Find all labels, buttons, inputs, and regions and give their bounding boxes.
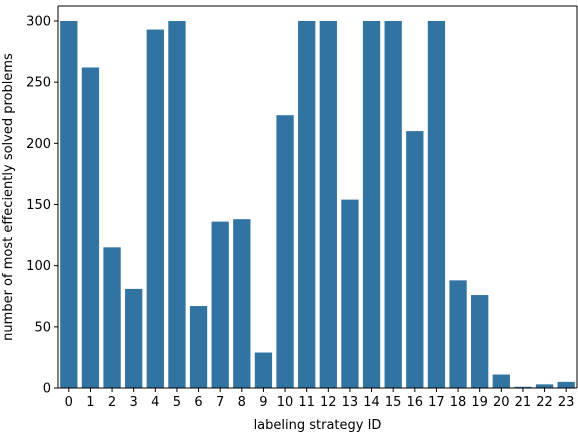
x-tick-label: 2	[108, 395, 116, 410]
bar-16	[406, 131, 424, 388]
x-tick-label: 19	[471, 395, 488, 410]
x-tick-label: 17	[428, 395, 445, 410]
bar-8	[233, 219, 251, 388]
bar-20	[492, 374, 510, 388]
bar-17	[427, 21, 446, 388]
x-tick-label: 3	[130, 395, 138, 410]
bar-13	[341, 199, 359, 388]
bar-15	[384, 21, 402, 388]
x-tick-label: 1	[86, 395, 94, 410]
x-tick-label: 0	[65, 395, 73, 410]
bar-19	[471, 295, 489, 388]
x-tick-label: 9	[259, 395, 267, 410]
x-tick-label: 5	[173, 395, 181, 410]
bar-6	[189, 306, 208, 388]
bar-1	[81, 67, 100, 389]
y-tick-label: 100	[26, 259, 51, 274]
x-ticks: 0 1 2 3 4 5 6 7 8 9 10 11 12 13 14 15 16 17 18 19 20 21 22 23	[65, 388, 575, 410]
x-tick-label: 18	[450, 395, 467, 410]
x-tick-label: 14	[363, 395, 380, 410]
x-tick-label: 21	[515, 395, 532, 410]
x-tick-label: 12	[320, 395, 337, 410]
y-ticks: 0 50 100 150 200 250 300	[26, 15, 58, 397]
x-tick-label: 10	[277, 395, 294, 410]
y-tick-label: 200	[26, 137, 51, 152]
x-axis-label: labeling strategy ID	[254, 418, 382, 433]
bar-14	[362, 21, 381, 388]
y-tick-label: 0	[43, 382, 51, 397]
y-tick-label: 150	[26, 198, 51, 213]
bar-5	[168, 21, 186, 388]
x-tick-label: 13	[342, 395, 359, 410]
bar-18	[449, 280, 467, 388]
axes-layer	[57, 5, 578, 389]
bar-22	[535, 384, 554, 388]
bar-7	[211, 221, 229, 388]
x-tick-label: 15	[385, 395, 402, 410]
y-tick-label: 300	[26, 15, 51, 30]
y-tick-label: 250	[26, 76, 51, 91]
bar-3	[125, 288, 143, 388]
x-tick-label: 20	[493, 395, 510, 410]
bar-0	[60, 21, 78, 388]
bar-11	[298, 21, 316, 388]
bar-21	[514, 386, 532, 388]
x-tick-label: 8	[238, 395, 246, 410]
x-tick-label: 16	[407, 395, 424, 410]
bars-layer	[60, 21, 575, 389]
bar-2	[103, 247, 121, 388]
x-tick-label: 23	[558, 395, 575, 410]
x-tick-label: 11	[298, 395, 315, 410]
bar-10	[276, 115, 294, 388]
x-tick-label: 7	[216, 395, 224, 410]
x-tick-label: 22	[536, 395, 553, 410]
bar-4	[146, 29, 164, 389]
x-tick-label: 6	[194, 395, 202, 410]
bar-12	[319, 21, 337, 388]
y-axis-label: number of most effeciently solved proble…	[1, 53, 16, 341]
bar-23	[557, 381, 575, 388]
y-tick-label: 50	[34, 320, 51, 335]
x-tick-label: 4	[151, 395, 159, 410]
bar-9	[254, 352, 273, 388]
